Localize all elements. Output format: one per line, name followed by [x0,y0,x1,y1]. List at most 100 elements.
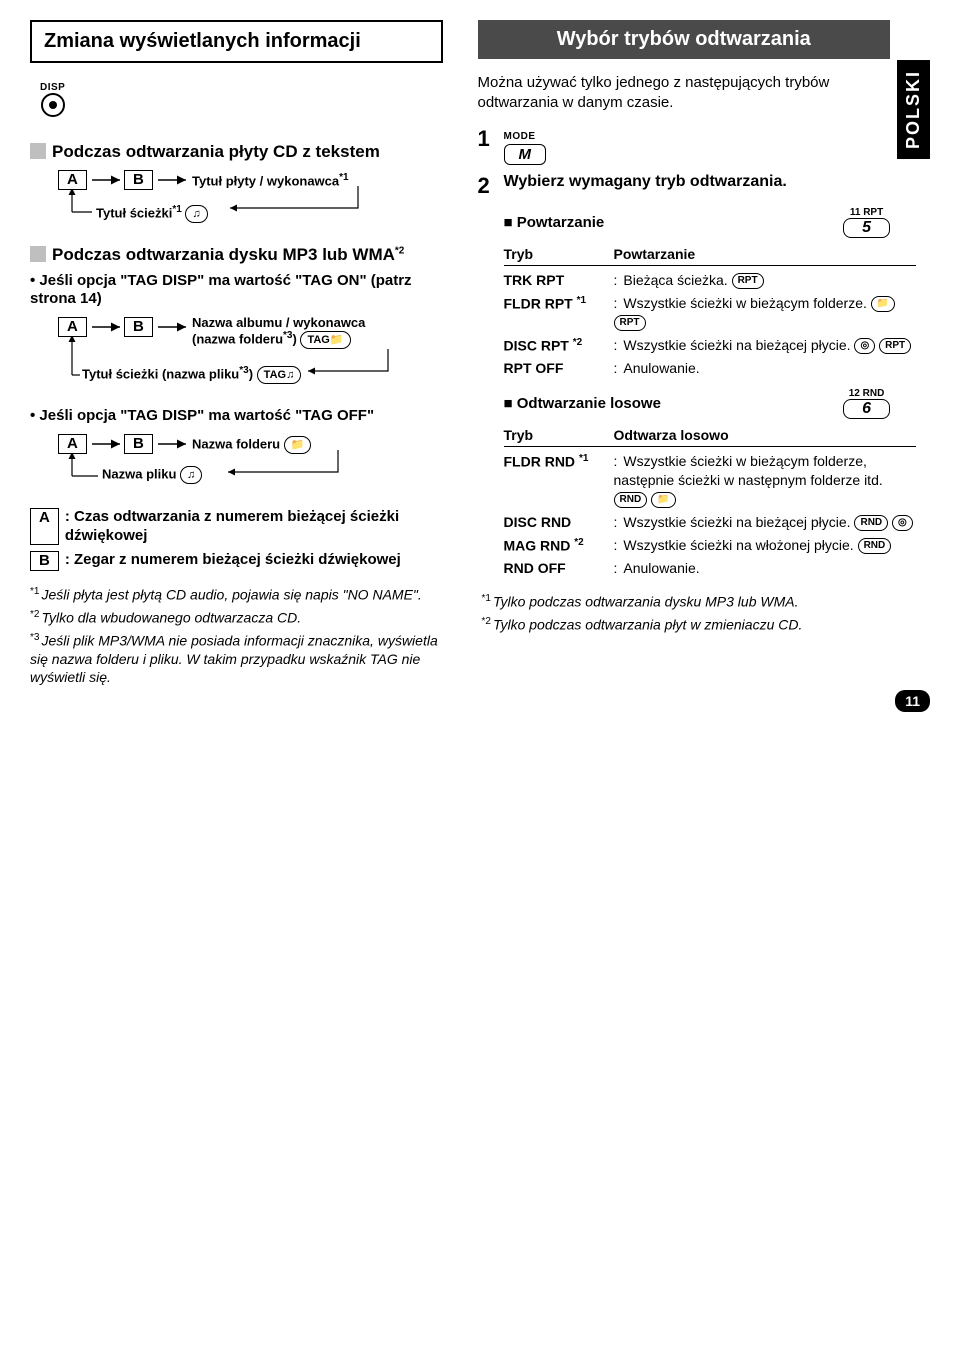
tag-note-icon: TAG♫ [257,366,302,384]
tag-on-note: Jeśli opcja "TAG DISP" ma wartość "TAG O… [30,272,443,310]
mp3-heading: Podczas odtwarzania dysku MP3 lub WMA*2 [52,245,404,264]
off-flow-right: Nazwa folderu 📁 [192,436,311,454]
right-title: Wybór trybów odtwarzania [478,20,891,59]
cd-flow-right: Tytuł płyty / wykonawca*1 [192,172,349,188]
disp-button[interactable]: DISP [40,82,65,117]
desc-cell: :Anulowanie. [614,359,917,378]
page-number: 11 [895,690,930,712]
left-footnotes: *1Jeśli płyta jest płytą CD audio, pojaw… [30,585,443,686]
mode-label: MODE [504,131,536,142]
note-icon: ♫ [185,205,207,223]
mode-cell: FLDR RPT *1 [504,294,614,332]
repeat-preset-label: 11 RPT [843,207,890,218]
table-row: MAG RND *2:Wszystkie ścieżki na włożonej… [504,536,917,556]
mode-cell: DISC RND [504,513,614,532]
desc-cell: :Bieżąca ścieżka. RPT [614,271,917,290]
table-row: FLDR RND *1:Wszystkie ścieżki w bieżącym… [504,452,917,509]
right-column: Wybór trybów odtwarzania Można używać ty… [478,20,931,690]
right-footnotes: *1Tylko podczas odtwarzania dysku MP3 lu… [482,592,891,634]
random-th-mode: Tryb [504,427,614,443]
ab-definitions: A: Czas odtwarzania z numerem bieżącej ś… [30,508,443,572]
language-tab: POLSKI [897,60,930,159]
box-a: A [58,170,87,190]
table-row: TRK RPT :Bieżąca ścieżka. RPT [504,271,917,290]
step-number: 2 [478,173,504,199]
repeat-table: Tryb Powtarzanie TRK RPT :Bieżąca ścieżk… [504,246,917,378]
desc-cell: :Wszystkie ścieżki na włożonej płycie. R… [614,536,917,556]
left-title: Zmiana wyświetlanych informacji [30,20,443,63]
mode-cell: DISC RPT *2 [504,336,614,356]
mode-cell: TRK RPT [504,271,614,290]
repeat-heading: Powtarzanie [504,214,605,231]
desc-cell: :Wszystkie ścieżki na bieżącej płycie. ◎… [614,336,917,356]
rnd-badge: RND [614,492,648,508]
left-column: Zmiana wyświetlanych informacji DISP Pod… [30,20,443,690]
right-footnote-2: Tylko podczas odtwarzania płyt w zmienia… [493,617,802,633]
box-b: B [124,434,153,454]
mode-cell: RPT OFF [504,359,614,378]
desc-cell: :Wszystkie ścieżki w bieżącym folderze, … [614,452,917,509]
desc-cell: :Anulowanie. [614,559,917,578]
mode-button[interactable]: M [504,144,547,165]
table-row: RPT OFF :Anulowanie. [504,359,917,378]
random-preset-label: 12 RND [843,388,890,399]
folder-icon: 📁 [871,296,895,312]
cd-flow-bottom: Tytuł ścieżki*1 ♫ [96,204,208,223]
right-footnote-1: Tylko podczas odtwarzania dysku MP3 lub … [493,594,799,610]
desc-cell: :Wszystkie ścieżki na bieżącej płycie. R… [614,513,917,532]
random-preset-button[interactable]: 6 [843,399,890,419]
note-icon: ♫ [180,466,202,484]
disc-icon: ◎ [892,515,913,531]
section-cd-text: Podczas odtwarzania płyty CD z tekstem A… [30,141,443,230]
box-b: B [124,170,153,190]
rnd-badge: RND [858,538,892,554]
table-row: RND OFF :Anulowanie. [504,559,917,578]
footnote-3: Jeśli plik MP3/WMA nie posiada informacj… [30,633,438,685]
rpt-badge: RPT [614,315,646,331]
rpt-badge: RPT [879,338,911,354]
box-b: B [124,317,153,337]
folder-icon: 📁 [651,492,675,508]
mode-cell: MAG RND *2 [504,536,614,556]
folder-icon: 📁 [284,436,312,454]
box-a: A [58,434,87,454]
section-mp3-wma: Podczas odtwarzania dysku MP3 lub WMA*2 … [30,244,443,494]
intro-text: Można używać tylko jednego z następujący… [478,73,891,112]
disp-label: DISP [40,82,65,93]
gray-square-icon [30,143,46,159]
off-flow-bottom: Nazwa pliku ♫ [102,466,202,484]
random-table: Tryb Odtwarza losowo FLDR RND *1:Wszystk… [504,427,917,578]
tag-folder-icon: TAG📁 [300,331,350,349]
desc-cell: :Wszystkie ścieżki w bieżącym folderze. … [614,294,917,332]
table-row: DISC RND :Wszystkie ścieżki na bieżącej … [504,513,917,532]
box-b: B [30,551,59,571]
footnote-2: Tylko dla wbudowanego odtwarzacza CD. [41,610,301,626]
mp3-flow-right: Nazwa albumu / wykonawca (nazwa folderu*… [192,315,365,349]
step-number: 1 [478,126,504,152]
table-row: DISC RPT *2:Wszystkie ścieżki na bieżące… [504,336,917,356]
step-1: 1 MODE M [478,126,891,165]
tag-off-note: Jeśli opcja "TAG DISP" ma wartość "TAG O… [30,407,443,426]
repeat-th-mode: Tryb [504,246,614,262]
step-2: 2 Wybierz wymagany tryb odtwarzania. [478,173,891,199]
box-a: A [58,317,87,337]
random-heading: Odtwarzanie losowe [504,395,661,412]
random-th-desc: Odtwarza losowo [614,427,729,443]
mode-cell: FLDR RND *1 [504,452,614,509]
disp-icon [41,93,65,117]
def-b: : Zegar z numerem bieżącej ścieżki dźwię… [65,551,401,571]
table-row: FLDR RPT *1:Wszystkie ścieżki w bieżącym… [504,294,917,332]
mp3-flow-bottom: Tytuł ścieżki (nazwa pliku*3) TAG♫ [82,365,301,384]
footnote-1: Jeśli płyta jest płytą CD audio, pojawia… [41,587,421,603]
mode-cell: RND OFF [504,559,614,578]
def-a: : Czas odtwarzania z numerem bieżącej śc… [65,508,443,546]
box-a: A [30,508,59,546]
step-2-text: Wybierz wymagany tryb odtwarzania. [504,173,891,191]
repeat-preset-button[interactable]: 5 [843,218,890,238]
gray-square-icon [30,246,46,262]
rnd-badge: RND [854,515,888,531]
rpt-badge: RPT [732,273,764,289]
disc-icon: ◎ [854,338,875,354]
repeat-th-desc: Powtarzanie [614,246,696,262]
cd-text-heading: Podczas odtwarzania płyty CD z tekstem [52,142,380,161]
